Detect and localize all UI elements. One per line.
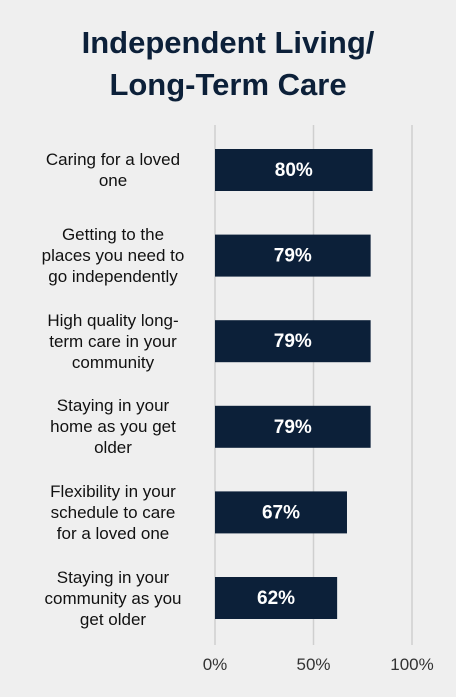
x-tick-label: 100%: [390, 655, 434, 674]
bar: [215, 149, 373, 191]
data-label: 80%: [275, 160, 313, 181]
data-label: 67%: [262, 502, 300, 523]
bar: [215, 234, 371, 277]
bar: [215, 320, 371, 363]
bar: [215, 491, 347, 534]
category-label: Staying in your community as you get old…: [44, 567, 182, 629]
category-label: Flexibility in your schedule to care for…: [50, 481, 176, 543]
category-label: Caring for a loved one: [45, 150, 181, 190]
data-label: 79%: [274, 331, 312, 352]
category-label: Getting to the places you need to go ind…: [41, 225, 185, 287]
x-tick-label: 0%: [202, 655, 228, 674]
x-tick-label: 50%: [296, 655, 331, 674]
data-label: 79%: [274, 417, 312, 438]
category-label: High quality long- term care in your com…: [47, 310, 179, 372]
bar: [215, 405, 371, 448]
data-label: 62%: [257, 588, 295, 609]
chart-title: Independent Living/ Long-Term Care: [81, 25, 375, 102]
bar: [215, 577, 338, 619]
data-label: 79%: [274, 246, 312, 267]
category-label: Staying in your home as you get older: [50, 396, 176, 458]
